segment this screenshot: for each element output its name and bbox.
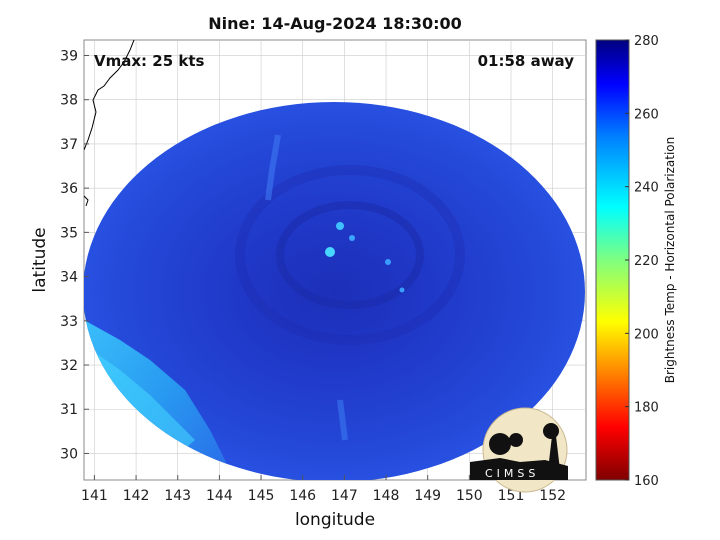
x-tick-label: 151 xyxy=(498,488,525,504)
y-tick-label: 39 xyxy=(60,48,78,64)
y-tick-label: 31 xyxy=(60,402,78,418)
colorbar-tick-label: 280 xyxy=(634,34,659,49)
y-tick-label: 34 xyxy=(60,270,78,286)
x-tick-label: 152 xyxy=(539,488,566,504)
cimss-logo: CIMSS xyxy=(470,407,568,493)
x-tick-label: 147 xyxy=(331,488,358,504)
x-tick-label: 149 xyxy=(414,488,441,504)
x-tick-label: 144 xyxy=(206,488,233,504)
colorbar-label: Brightness Temp - Horizontal Polarizatio… xyxy=(663,136,677,384)
time-away-annotation: 01:58 away xyxy=(477,52,574,70)
x-tick-label: 143 xyxy=(164,488,191,504)
x-axis-label: longitude xyxy=(294,510,376,530)
chart-title: Nine: 14-Aug-2024 18:30:00 xyxy=(208,14,462,33)
y-tick-label: 37 xyxy=(60,137,78,153)
x-tick-label: 141 xyxy=(81,488,108,504)
x-axis-ticks: 141 142 143 144 145 146 147 148 149 150 151 152 xyxy=(81,475,566,504)
y-tick-label: 30 xyxy=(60,446,78,462)
x-tick-label: 142 xyxy=(123,488,150,504)
coastline xyxy=(84,40,135,207)
colorbar-tick-label: 240 xyxy=(634,181,659,196)
logo-text: CIMSS xyxy=(485,467,539,480)
colorbar-ticks: 160 180 200 220 240 260 280 xyxy=(625,34,659,489)
colorbar-tick-label: 200 xyxy=(634,327,659,342)
colorbar-tick-label: 180 xyxy=(634,401,659,416)
colorbar xyxy=(595,39,630,481)
x-tick-label: 145 xyxy=(248,488,275,504)
y-axis-ticks: 30 31 32 33 34 35 36 37 38 39 xyxy=(60,48,89,462)
colorbar-tick-label: 260 xyxy=(634,107,659,122)
y-tick-label: 35 xyxy=(60,225,78,241)
y-axis-label: latitude xyxy=(30,227,50,293)
colorbar-tick-label: 160 xyxy=(634,474,659,489)
y-tick-label: 33 xyxy=(60,314,78,330)
colorbar-tick-label: 220 xyxy=(634,254,659,269)
y-tick-label: 32 xyxy=(60,358,78,374)
vmax-annotation: Vmax: 25 kts xyxy=(94,52,205,70)
y-tick-label: 36 xyxy=(60,181,78,197)
x-tick-label: 150 xyxy=(456,488,483,504)
x-tick-label: 146 xyxy=(289,488,316,504)
y-tick-label: 38 xyxy=(60,93,78,109)
x-tick-label: 148 xyxy=(373,488,400,504)
